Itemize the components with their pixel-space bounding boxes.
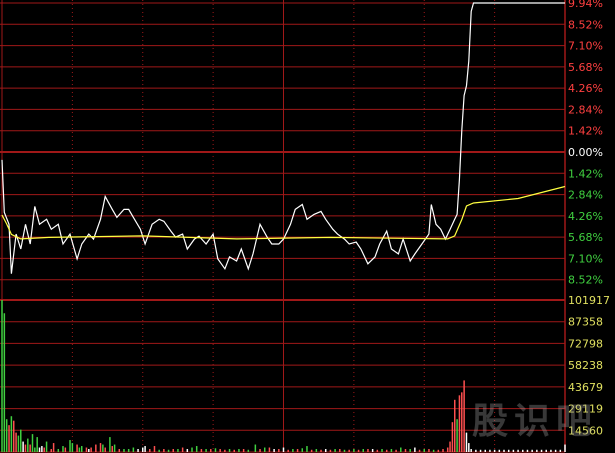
price-tick-label: 4.26%: [568, 82, 603, 95]
average-line: [1, 185, 566, 240]
volume-tick-label: 14560: [568, 424, 603, 437]
volume-tick-label: 43679: [568, 381, 603, 394]
price-tick-label: 7.10%: [568, 252, 603, 265]
price-tick-label: 2.84%: [568, 103, 603, 116]
price-tick-label: 8.52%: [568, 18, 603, 31]
price-tick-label: 7.10%: [568, 40, 603, 53]
price-tick-label: 0.00%: [568, 146, 603, 159]
volume-tick-label: 29119: [568, 403, 603, 416]
volume-tick-label: 72798: [568, 337, 603, 350]
price-tick-label: 9.94%: [568, 0, 603, 10]
price-line: [1, 2, 565, 274]
price-tick-label: 4.26%: [568, 210, 603, 223]
watermark: 股识吧: [472, 401, 599, 442]
volume-tick-label: 87358: [568, 316, 603, 329]
volume-tick-label: 101917: [568, 294, 610, 307]
price-tick-label: 1.42%: [568, 167, 603, 180]
price-tick-label: 5.68%: [568, 231, 603, 244]
price-tick-label: 8.52%: [568, 274, 603, 287]
volume-tick-label: 58238: [568, 359, 603, 372]
price-tick-label: 5.68%: [568, 61, 603, 74]
price-tick-label: 1.42%: [568, 125, 603, 138]
price-tick-label: 2.84%: [568, 189, 603, 202]
